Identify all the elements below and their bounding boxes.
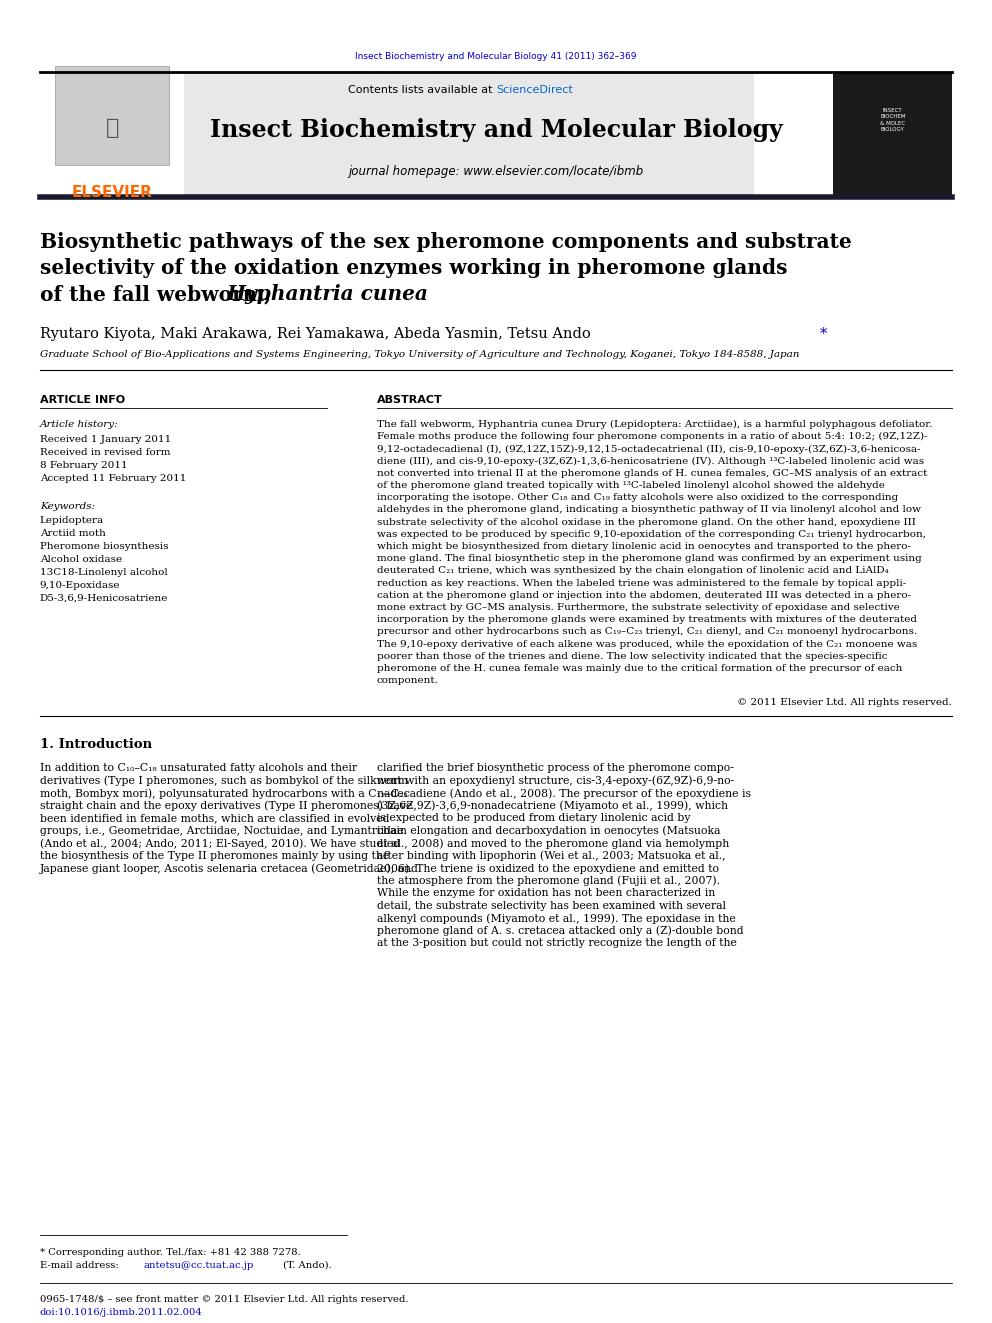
- Text: Alcohol oxidase: Alcohol oxidase: [40, 556, 122, 564]
- FancyBboxPatch shape: [40, 71, 754, 194]
- Text: (3Z,6Z,9Z)-3,6,9-nonadecatriene (Miyamoto et al., 1999), which: (3Z,6Z,9Z)-3,6,9-nonadecatriene (Miyamot…: [377, 800, 728, 811]
- FancyBboxPatch shape: [833, 71, 952, 194]
- Text: pheromone gland of A. s. cretacea attacked only a (Z)-double bond: pheromone gland of A. s. cretacea attack…: [377, 926, 744, 937]
- Text: Female moths produce the following four pheromone components in a ratio of about: Female moths produce the following four …: [377, 433, 928, 442]
- Text: Insect Biochemistry and Molecular Biology 41 (2011) 362–369: Insect Biochemistry and Molecular Biolog…: [355, 52, 637, 61]
- Text: While the enzyme for oxidation has not been characterized in: While the enzyme for oxidation has not b…: [377, 889, 715, 898]
- Text: *: *: [819, 327, 826, 341]
- Text: Pheromone biosynthesis: Pheromone biosynthesis: [40, 542, 169, 550]
- Text: precursor and other hydrocarbons such as C₁₉–C₂₃ trienyl, C₂₁ dienyl, and C₂₁ mo: precursor and other hydrocarbons such as…: [377, 627, 917, 636]
- Text: The fall webworm, Hyphantria cunea Drury (Lepidoptera: Arctiidae), is a harmful : The fall webworm, Hyphantria cunea Drury…: [377, 419, 932, 429]
- Text: at the 3-position but could not strictly recognize the length of the: at the 3-position but could not strictly…: [377, 938, 737, 949]
- Text: Graduate School of Bio-Applications and Systems Engineering, Tokyo University of: Graduate School of Bio-Applications and …: [40, 351, 799, 359]
- Text: (T. Ando).: (T. Ando).: [280, 1261, 331, 1270]
- Text: the atmosphere from the pheromone gland (Fujii et al., 2007).: the atmosphere from the pheromone gland …: [377, 876, 720, 886]
- Text: ARTICLE INFO: ARTICLE INFO: [40, 396, 125, 405]
- Text: chain elongation and decarboxydation in oenocytes (Matsuoka: chain elongation and decarboxydation in …: [377, 826, 720, 836]
- Text: after binding with lipophorin (Wei et al., 2003; Matsuoka et al.,: after binding with lipophorin (Wei et al…: [377, 851, 725, 861]
- Text: incorporation by the pheromone glands were examined by treatments with mixtures : incorporation by the pheromone glands we…: [377, 615, 917, 624]
- Text: Accepted 11 February 2011: Accepted 11 February 2011: [40, 474, 186, 483]
- Text: alkenyl compounds (Miyamoto et al., 1999). The epoxidase in the: alkenyl compounds (Miyamoto et al., 1999…: [377, 913, 736, 923]
- Text: mone extract by GC–MS analysis. Furthermore, the substrate selectivity of epoxid: mone extract by GC–MS analysis. Furtherm…: [377, 603, 900, 613]
- Text: deuterated C₂₁ triene, which was synthesized by the chain elongation of linoleni: deuterated C₂₁ triene, which was synthes…: [377, 566, 889, 576]
- Text: Contents lists available at: Contents lists available at: [348, 85, 496, 95]
- Text: 2006). The triene is oxidized to the epoxydiene and emitted to: 2006). The triene is oxidized to the epo…: [377, 864, 719, 875]
- Text: clarified the brief biosynthetic process of the pheromone compo-: clarified the brief biosynthetic process…: [377, 763, 734, 774]
- Text: groups, i.e., Geometridae, Arctiidae, Noctuidae, and Lymantriidae: groups, i.e., Geometridae, Arctiidae, No…: [40, 826, 404, 836]
- Text: which might be biosynthesized from dietary linolenic acid in oenocytes and trans: which might be biosynthesized from dieta…: [377, 542, 911, 550]
- Text: The 9,10-epoxy derivative of each alkene was produced, while the epoxidation of : The 9,10-epoxy derivative of each alkene…: [377, 639, 918, 648]
- Text: derivatives (Type I pheromones, such as bombykol of the silkworm: derivatives (Type I pheromones, such as …: [40, 775, 408, 786]
- Text: was expected to be produced by specific 9,10-epoxidation of the corresponding C₂: was expected to be produced by specific …: [377, 529, 926, 538]
- Text: 0965-1748/$ – see front matter © 2011 Elsevier Ltd. All rights reserved.: 0965-1748/$ – see front matter © 2011 El…: [40, 1295, 408, 1304]
- Text: ELSEVIER: ELSEVIER: [71, 185, 153, 200]
- Text: detail, the substrate selectivity has been examined with several: detail, the substrate selectivity has be…: [377, 901, 726, 912]
- Text: been identified in female moths, which are classified in evolved: been identified in female moths, which a…: [40, 814, 389, 823]
- Text: incorporating the isotope. Other C₁₈ and C₁₉ fatty alcohols were also oxidized t: incorporating the isotope. Other C₁₈ and…: [377, 493, 898, 503]
- Text: © 2011 Elsevier Ltd. All rights reserved.: © 2011 Elsevier Ltd. All rights reserved…: [737, 699, 952, 708]
- Text: 🌳: 🌳: [105, 118, 119, 138]
- Text: the biosynthesis of the Type II pheromones mainly by using the: the biosynthesis of the Type II pheromon…: [40, 851, 389, 861]
- Text: cation at the pheromone gland or injection into the abdomen, deuterated III was : cation at the pheromone gland or injecti…: [377, 591, 911, 599]
- Text: poorer than those of the trienes and diene. The low selectivity indicated that t: poorer than those of the trienes and die…: [377, 652, 888, 660]
- Text: et al., 2008) and moved to the pheromone gland via hemolymph: et al., 2008) and moved to the pheromone…: [377, 839, 729, 849]
- Text: Article history:: Article history:: [40, 419, 118, 429]
- Text: 1. Introduction: 1. Introduction: [40, 738, 152, 751]
- Text: ScienceDirect: ScienceDirect: [496, 85, 572, 95]
- Text: ABSTRACT: ABSTRACT: [377, 396, 442, 405]
- Text: moth, Bombyx mori), polyunsaturated hydrocarbons with a C₁₇–C₂₃: moth, Bombyx mori), polyunsaturated hydr…: [40, 789, 408, 799]
- FancyBboxPatch shape: [55, 66, 169, 165]
- Text: Insect Biochemistry and Molecular Biology: Insect Biochemistry and Molecular Biolog…: [209, 118, 783, 142]
- Text: 13C18-Linolenyl alcohol: 13C18-Linolenyl alcohol: [40, 568, 168, 577]
- Text: Arctiid moth: Arctiid moth: [40, 529, 105, 538]
- Text: Keywords:: Keywords:: [40, 501, 95, 511]
- Text: Japanese giant looper, Ascotis selenaria cretacea (Geometridae), and: Japanese giant looper, Ascotis selenaria…: [40, 864, 419, 875]
- Text: straight chain and the epoxy derivatives (Type II pheromones) have: straight chain and the epoxy derivatives…: [40, 800, 412, 811]
- Text: 8 February 2011: 8 February 2011: [40, 460, 127, 470]
- Text: doi:10.1016/j.ibmb.2011.02.004: doi:10.1016/j.ibmb.2011.02.004: [40, 1308, 202, 1316]
- Text: mone gland. The final biosynthetic step in the pheromone gland was confirmed by : mone gland. The final biosynthetic step …: [377, 554, 922, 564]
- FancyBboxPatch shape: [40, 71, 184, 194]
- Text: D5-3,6,9-Henicosatriene: D5-3,6,9-Henicosatriene: [40, 594, 168, 603]
- Text: INSECT
BIOCHEM
& MOLEC
BIOLOGY: INSECT BIOCHEM & MOLEC BIOLOGY: [880, 108, 906, 132]
- Text: Received 1 January 2011: Received 1 January 2011: [40, 435, 171, 445]
- Text: (Ando et al., 2004; Ando, 2011; El-Sayed, 2010). We have studied: (Ando et al., 2004; Ando, 2011; El-Sayed…: [40, 839, 400, 849]
- Text: of the pheromone gland treated topically with ¹³C-labeled linolenyl alcohol show: of the pheromone gland treated topically…: [377, 482, 885, 490]
- Text: E-mail address:: E-mail address:: [40, 1261, 122, 1270]
- Text: Received in revised form: Received in revised form: [40, 448, 171, 456]
- Text: In addition to C₁₀–C₁₈ unsaturated fatty alcohols and their: In addition to C₁₀–C₁₈ unsaturated fatty…: [40, 763, 357, 774]
- Text: not converted into trienal II at the pheromone glands of H. cunea females, GC–MS: not converted into trienal II at the phe…: [377, 468, 928, 478]
- Text: Ryutaro Kiyota, Maki Arakawa, Rei Yamakawa, Abeda Yasmin, Tetsu Ando: Ryutaro Kiyota, Maki Arakawa, Rei Yamaka…: [40, 327, 590, 341]
- Text: reduction as key reactions. When the labeled triene was administered to the fema: reduction as key reactions. When the lab…: [377, 578, 907, 587]
- Text: diene (III), and cis-9,10-epoxy-(3Z,6Z)-1,3,6-henicosatriene (IV). Although ¹³C-: diene (III), and cis-9,10-epoxy-(3Z,6Z)-…: [377, 456, 925, 466]
- Text: selectivity of the oxidation enzymes working in pheromone glands: selectivity of the oxidation enzymes wor…: [40, 258, 788, 278]
- Text: Lepidoptera: Lepidoptera: [40, 516, 104, 525]
- Text: is expected to be produced from dietary linolenic acid by: is expected to be produced from dietary …: [377, 814, 690, 823]
- Text: * Corresponding author. Tel./fax: +81 42 388 7278.: * Corresponding author. Tel./fax: +81 42…: [40, 1248, 301, 1257]
- Text: of the fall webworm,: of the fall webworm,: [40, 284, 278, 304]
- Text: aldehydes in the pheromone gland, indicating a biosynthetic pathway of II via li: aldehydes in the pheromone gland, indica…: [377, 505, 921, 515]
- Text: pheromone of the H. cunea female was mainly due to the critical formation of the: pheromone of the H. cunea female was mai…: [377, 664, 903, 673]
- Text: component.: component.: [377, 676, 438, 685]
- Text: journal homepage: www.elsevier.com/locate/ibmb: journal homepage: www.elsevier.com/locat…: [348, 165, 644, 179]
- Text: 9,10-Epoxidase: 9,10-Epoxidase: [40, 581, 120, 590]
- Text: nadecadiene (Ando et al., 2008). The precursor of the epoxydiene is: nadecadiene (Ando et al., 2008). The pre…: [377, 789, 751, 799]
- Text: Biosynthetic pathways of the sex pheromone components and substrate: Biosynthetic pathways of the sex pheromo…: [40, 232, 851, 251]
- Text: antetsu@cc.tuat.ac.jp: antetsu@cc.tuat.ac.jp: [144, 1261, 254, 1270]
- Text: substrate selectivity of the alcohol oxidase in the pheromone gland. On the othe: substrate selectivity of the alcohol oxi…: [377, 517, 916, 527]
- Text: nent with an epoxydienyl structure, cis-3,4-epoxy-(6Z,9Z)-6,9-no-: nent with an epoxydienyl structure, cis-…: [377, 775, 734, 786]
- Text: Hyphantria cunea: Hyphantria cunea: [226, 284, 429, 304]
- Text: 9,12-octadecadienal (I), (9Z,12Z,15Z)-9,12,15-octadecatrienal (II), cis-9,10-epo: 9,12-octadecadienal (I), (9Z,12Z,15Z)-9,…: [377, 445, 921, 454]
